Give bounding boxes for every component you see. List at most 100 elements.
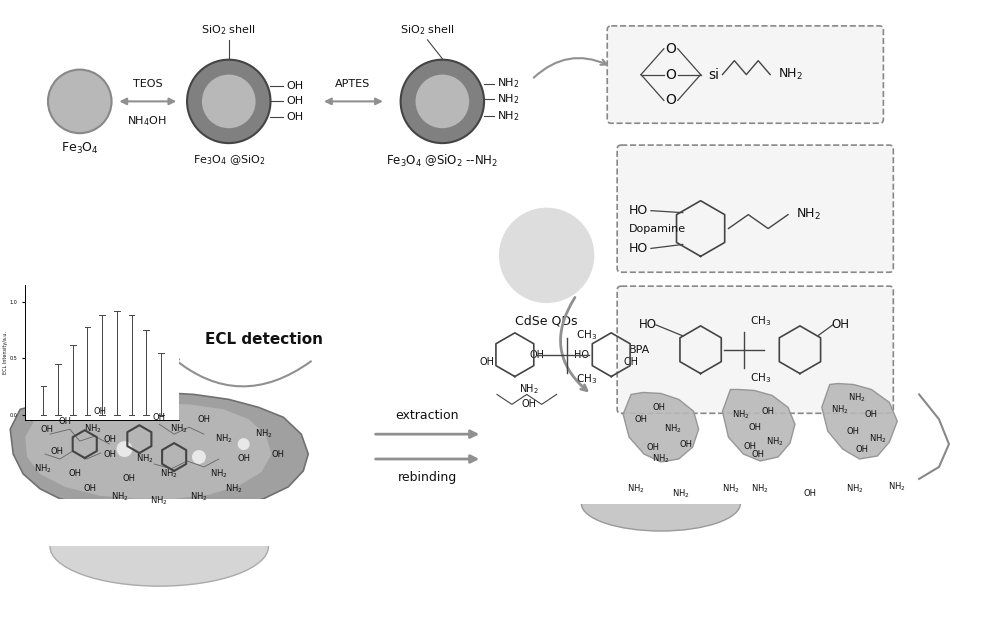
Text: NH$_2$: NH$_2$: [672, 488, 690, 500]
Text: O: O: [665, 93, 676, 108]
Text: NH$_2$: NH$_2$: [652, 452, 670, 465]
Text: OH: OH: [50, 446, 63, 456]
Text: HO: HO: [629, 204, 648, 217]
Circle shape: [238, 438, 250, 450]
Ellipse shape: [50, 507, 269, 586]
Text: OH: OH: [521, 399, 536, 409]
Text: NH$_2$: NH$_2$: [136, 452, 153, 465]
Text: NH$_2$: NH$_2$: [519, 383, 539, 396]
Polygon shape: [35, 499, 283, 547]
Text: SiO$_2$ shell: SiO$_2$ shell: [201, 23, 256, 37]
Circle shape: [192, 450, 206, 464]
Text: NH$_4$OH: NH$_4$OH: [127, 115, 167, 128]
Text: OH: OH: [635, 415, 648, 424]
Text: OH: OH: [93, 407, 106, 416]
Text: NH$_2$: NH$_2$: [215, 433, 233, 446]
Text: NH$_2$: NH$_2$: [888, 480, 905, 493]
Text: CdSe QDs: CdSe QDs: [515, 315, 578, 328]
Text: NH$_2$: NH$_2$: [869, 433, 886, 446]
Text: BPA: BPA: [629, 345, 650, 355]
Text: SiO$_2$ shell: SiO$_2$ shell: [400, 23, 455, 37]
Text: OH: OH: [286, 112, 304, 123]
Text: NH$_2$: NH$_2$: [664, 423, 682, 435]
Text: OH: OH: [480, 357, 495, 366]
Text: OH: OH: [197, 415, 210, 424]
Text: extraction: extraction: [396, 409, 459, 422]
Text: CH$_3$: CH$_3$: [750, 314, 771, 328]
Text: CH$_3$: CH$_3$: [576, 328, 597, 342]
Text: NH$_2$: NH$_2$: [170, 423, 188, 435]
Text: NH$_2$: NH$_2$: [497, 77, 520, 90]
Text: OH: OH: [40, 425, 53, 434]
Text: OH: OH: [832, 318, 850, 331]
Text: rebinding: rebinding: [398, 471, 457, 484]
Polygon shape: [25, 404, 271, 499]
Polygon shape: [722, 389, 795, 461]
Text: OH: OH: [846, 426, 859, 436]
FancyBboxPatch shape: [617, 286, 893, 413]
Text: OH: OH: [762, 407, 775, 416]
FancyBboxPatch shape: [617, 145, 893, 272]
Text: OH: OH: [103, 449, 116, 459]
Text: NH$_2$: NH$_2$: [627, 483, 645, 495]
Text: NH$_2$: NH$_2$: [150, 495, 168, 507]
Text: CH$_3$: CH$_3$: [750, 371, 771, 386]
Text: NH$_2$: NH$_2$: [84, 423, 101, 435]
Text: NH$_2$: NH$_2$: [751, 483, 769, 495]
Polygon shape: [822, 384, 897, 459]
Text: OH: OH: [529, 350, 544, 360]
Text: OH: OH: [624, 357, 639, 366]
Text: OH: OH: [68, 469, 81, 478]
Text: OH: OH: [83, 484, 96, 493]
Text: OH: OH: [865, 410, 878, 419]
Text: NH$_2$: NH$_2$: [497, 92, 520, 106]
Text: APTES: APTES: [335, 79, 371, 90]
Text: NH$_2$: NH$_2$: [848, 391, 865, 404]
Text: NH$_2$: NH$_2$: [778, 67, 803, 82]
Text: OH: OH: [803, 489, 816, 498]
Text: si: si: [709, 67, 720, 82]
Polygon shape: [10, 392, 308, 514]
Text: OH: OH: [237, 454, 250, 464]
Circle shape: [117, 441, 132, 457]
Text: NH$_2$: NH$_2$: [225, 483, 243, 495]
Text: OH: OH: [749, 423, 762, 431]
Text: OH: OH: [646, 443, 659, 452]
Text: NH$_2$: NH$_2$: [160, 467, 178, 480]
Circle shape: [416, 74, 469, 128]
Text: NH$_2$: NH$_2$: [796, 207, 821, 222]
Text: OH: OH: [272, 449, 285, 459]
Circle shape: [499, 208, 594, 303]
Text: OH: OH: [652, 403, 665, 412]
Text: OH: OH: [58, 417, 71, 426]
Text: OH: OH: [679, 439, 692, 449]
Polygon shape: [576, 469, 745, 504]
Text: OH: OH: [123, 474, 136, 483]
FancyBboxPatch shape: [607, 26, 883, 123]
Text: NH$_2$: NH$_2$: [846, 483, 863, 495]
Text: HO: HO: [574, 350, 589, 360]
Text: OH: OH: [286, 97, 304, 106]
Text: HO: HO: [629, 242, 648, 255]
Circle shape: [48, 69, 112, 133]
Text: NH$_2$: NH$_2$: [190, 490, 208, 503]
Text: NH$_2$: NH$_2$: [255, 428, 272, 440]
Text: OH: OH: [752, 449, 765, 459]
Text: OH: OH: [103, 435, 116, 444]
Text: TEOS: TEOS: [133, 79, 162, 90]
Circle shape: [202, 74, 256, 128]
Text: HO: HO: [639, 318, 657, 331]
Text: Fe$_3$O$_4$: Fe$_3$O$_4$: [61, 141, 99, 156]
Text: O: O: [665, 67, 676, 82]
Text: NH$_2$: NH$_2$: [732, 408, 749, 420]
Circle shape: [401, 59, 484, 143]
Text: NH$_2$: NH$_2$: [34, 462, 52, 475]
Text: NH$_2$: NH$_2$: [210, 467, 228, 480]
Text: Fe$_3$O$_4$ @SiO$_2$ --NH$_2$: Fe$_3$O$_4$ @SiO$_2$ --NH$_2$: [386, 153, 498, 169]
Text: NH$_2$: NH$_2$: [766, 436, 784, 448]
Text: OH: OH: [153, 413, 166, 422]
Text: NH$_2$: NH$_2$: [497, 110, 520, 123]
Circle shape: [187, 59, 270, 143]
Text: NH$_2$: NH$_2$: [831, 403, 848, 415]
Ellipse shape: [581, 477, 740, 531]
